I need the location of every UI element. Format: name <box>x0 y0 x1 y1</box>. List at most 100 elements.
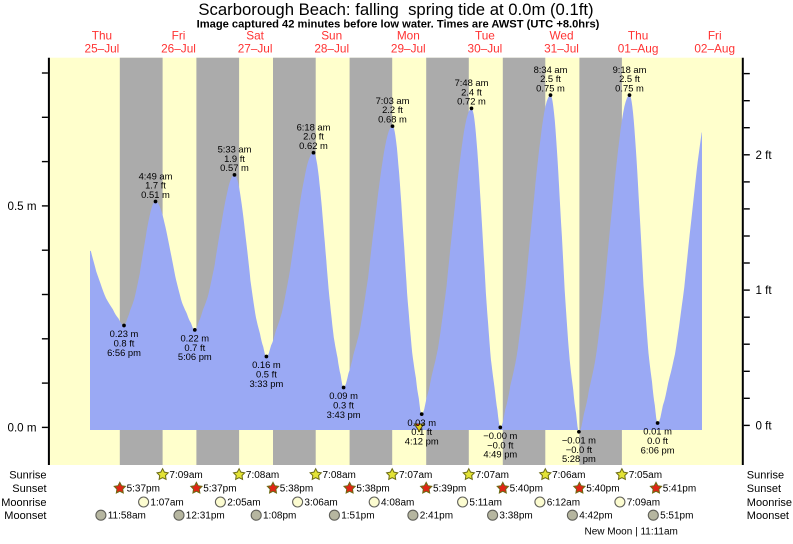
svg-text:Sat: Sat <box>246 29 264 43</box>
svg-text:3:38pm: 3:38pm <box>499 511 532 522</box>
svg-text:Sunset: Sunset <box>747 483 781 495</box>
svg-text:7:08am: 7:08am <box>246 470 279 481</box>
svg-text:Moonset: Moonset <box>747 510 789 522</box>
svg-text:3:43 pm: 3:43 pm <box>327 409 361 420</box>
svg-text:Sunrise: Sunrise <box>747 470 784 482</box>
svg-text:Fri: Fri <box>172 29 186 43</box>
svg-text:5:33 am: 5:33 am <box>218 144 252 155</box>
svg-text:6:18 am: 6:18 am <box>297 122 331 133</box>
svg-text:2.4 ft: 2.4 ft <box>461 86 482 97</box>
svg-text:11:58am: 11:58am <box>108 511 146 522</box>
svg-text:0.62 m: 0.62 m <box>299 140 328 151</box>
svg-text:0.22 m: 0.22 m <box>180 333 209 344</box>
svg-text:8:34 am: 8:34 am <box>534 64 568 75</box>
svg-text:5:40pm: 5:40pm <box>586 484 619 495</box>
svg-text:27–Jul: 27–Jul <box>238 42 273 56</box>
svg-text:02–Aug: 02–Aug <box>694 42 735 56</box>
svg-text:5:41pm: 5:41pm <box>663 484 696 495</box>
svg-text:Image captured 42 minutes befo: Image captured 42 minutes before low wat… <box>197 19 600 31</box>
svg-text:New Moon | 11:11am: New Moon | 11:11am <box>585 526 678 537</box>
svg-text:0.0 m: 0.0 m <box>8 422 37 435</box>
svg-text:3:33 pm: 3:33 pm <box>249 378 283 389</box>
svg-text:4:49 am: 4:49 am <box>139 170 173 181</box>
svg-text:6:56 pm: 6:56 pm <box>107 347 141 358</box>
svg-text:1 ft: 1 ft <box>756 284 773 297</box>
svg-text:1:07am: 1:07am <box>150 498 183 509</box>
svg-text:7:08am: 7:08am <box>323 470 356 481</box>
svg-text:Wed: Wed <box>549 29 573 43</box>
svg-text:5:28 pm: 5:28 pm <box>562 453 596 464</box>
svg-text:0.8 ft: 0.8 ft <box>114 338 135 349</box>
svg-text:5:11am: 5:11am <box>469 498 502 509</box>
svg-text:0.75 m: 0.75 m <box>536 82 565 93</box>
svg-text:2.0 ft: 2.0 ft <box>303 131 324 142</box>
svg-text:−0.00 m: −0.00 m <box>483 430 517 441</box>
svg-text:0.5 m: 0.5 m <box>8 200 37 213</box>
svg-text:7:48 am: 7:48 am <box>455 77 489 88</box>
svg-text:5:37pm: 5:37pm <box>127 484 160 495</box>
svg-text:5:39pm: 5:39pm <box>433 484 466 495</box>
svg-text:7:05am: 7:05am <box>629 470 662 481</box>
svg-text:Sun: Sun <box>321 29 342 43</box>
svg-text:29–Jul: 29–Jul <box>391 42 426 56</box>
svg-text:31–Jul: 31–Jul <box>544 42 579 56</box>
svg-text:0 ft: 0 ft <box>756 420 773 433</box>
svg-text:0.23 m: 0.23 m <box>110 328 139 339</box>
svg-text:6:06 pm: 6:06 pm <box>641 444 675 455</box>
svg-text:0.03 m: 0.03 m <box>407 417 436 428</box>
svg-text:4:42pm: 4:42pm <box>579 511 612 522</box>
svg-text:Scarborough Beach: falling sp: Scarborough Beach: falling spring tide a… <box>198 0 593 19</box>
svg-text:Moonrise: Moonrise <box>747 497 792 509</box>
svg-text:30–Jul: 30–Jul <box>468 42 503 56</box>
svg-text:−0.01 m: −0.01 m <box>562 435 596 446</box>
svg-text:7:07am: 7:07am <box>476 470 509 481</box>
svg-text:5:38pm: 5:38pm <box>280 484 313 495</box>
svg-text:0.0 ft: 0.0 ft <box>647 435 668 446</box>
svg-text:Sunrise: Sunrise <box>9 470 46 482</box>
svg-text:0.09 m: 0.09 m <box>329 390 358 401</box>
svg-text:Moonset: Moonset <box>4 510 46 522</box>
svg-text:01–Aug: 01–Aug <box>618 42 659 56</box>
svg-text:1.9 ft: 1.9 ft <box>224 153 245 164</box>
svg-text:4:08am: 4:08am <box>381 498 414 509</box>
svg-text:0.16 m: 0.16 m <box>252 359 281 370</box>
svg-text:Thu: Thu <box>92 29 112 43</box>
svg-text:1.7 ft: 1.7 ft <box>145 180 166 191</box>
svg-text:26–Jul: 26–Jul <box>161 42 196 56</box>
svg-text:Moonrise: Moonrise <box>1 497 46 509</box>
svg-text:4:12 pm: 4:12 pm <box>405 435 439 446</box>
svg-text:9:18 am: 9:18 am <box>613 64 647 75</box>
svg-text:Fri: Fri <box>708 29 722 43</box>
svg-text:Sunset: Sunset <box>12 483 46 495</box>
svg-text:3:06am: 3:06am <box>304 498 337 509</box>
svg-text:0.5 ft: 0.5 ft <box>256 369 277 380</box>
svg-text:0.57 m: 0.57 m <box>220 162 249 173</box>
svg-text:−0.0 ft: −0.0 ft <box>487 439 514 450</box>
svg-text:0.68 m: 0.68 m <box>378 114 407 125</box>
svg-text:0.3 ft: 0.3 ft <box>333 400 354 411</box>
svg-text:0.01 m: 0.01 m <box>643 426 672 437</box>
svg-text:5:51pm: 5:51pm <box>660 511 693 522</box>
svg-text:Tue: Tue <box>475 29 495 43</box>
svg-text:7:06am: 7:06am <box>552 470 585 481</box>
svg-text:25–Jul: 25–Jul <box>85 42 120 56</box>
svg-text:7:03 am: 7:03 am <box>376 95 410 106</box>
svg-text:28–Jul: 28–Jul <box>314 42 349 56</box>
svg-text:5:37pm: 5:37pm <box>203 484 236 495</box>
svg-text:0.72 m: 0.72 m <box>457 96 486 107</box>
svg-text:Mon: Mon <box>397 29 420 43</box>
svg-text:4:49 pm: 4:49 pm <box>483 449 517 460</box>
svg-text:7:07am: 7:07am <box>399 470 432 481</box>
svg-text:7:09am: 7:09am <box>169 470 202 481</box>
svg-text:0.7 ft: 0.7 ft <box>184 342 205 353</box>
svg-text:−0.0 ft: −0.0 ft <box>566 444 593 455</box>
svg-text:7:09am: 7:09am <box>627 498 660 509</box>
svg-text:2:05am: 2:05am <box>227 498 260 509</box>
svg-text:5:40pm: 5:40pm <box>510 484 543 495</box>
svg-text:0.51 m: 0.51 m <box>141 189 170 200</box>
svg-text:1:08pm: 1:08pm <box>263 511 296 522</box>
svg-text:0.1 ft: 0.1 ft <box>411 426 432 437</box>
svg-text:2 ft: 2 ft <box>756 149 773 162</box>
svg-text:1:51pm: 1:51pm <box>341 511 374 522</box>
svg-text:2.5 ft: 2.5 ft <box>619 73 640 84</box>
